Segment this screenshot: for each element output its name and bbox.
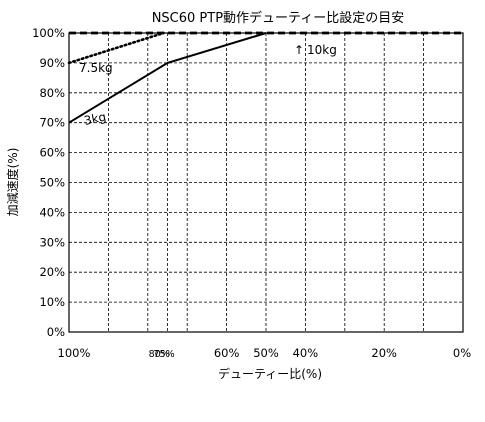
label-7-5kg: 7.5kg <box>79 61 113 75</box>
x-tick-label: 0% <box>453 346 471 360</box>
x-tick-label: 100% <box>58 346 91 360</box>
label-10kg: 10kg <box>307 43 337 57</box>
series-lines <box>67 31 463 124</box>
x-axis-label: デューティー比(%) <box>218 366 322 381</box>
chart-title: NSC60 PTP動作デューティー比設定の目安 <box>152 10 405 26</box>
y-tick-labels: 0% 10% 20% 30% 40% 50% 60% 70% 80% 90% 100% <box>32 26 65 339</box>
x-tick-label: 50% <box>253 346 279 360</box>
y-tick-label: 90% <box>39 56 65 70</box>
y-tick-label: 100% <box>32 26 65 40</box>
y-axis-label: 加減速度(%) <box>5 148 20 217</box>
series-line-3kg <box>68 32 267 124</box>
y-tick-label: 70% <box>39 116 65 130</box>
x-tick-labels: 100% 80%75% 60% 50% 40% 20% 0% <box>58 346 472 360</box>
x-tick-label: 75% <box>154 349 175 360</box>
y-tick-label: 0% <box>47 325 65 339</box>
y-tick-label: 50% <box>39 176 65 190</box>
y-tick-label: 40% <box>39 205 65 219</box>
x-tick-label: 60% <box>214 346 240 360</box>
x-tick-label: 20% <box>371 346 397 360</box>
y-tick-label: 20% <box>39 265 65 279</box>
series-line-7-5kg <box>67 31 165 65</box>
arrow-10kg-icon: ↑ <box>294 43 304 57</box>
label-3kg: 3kg <box>83 110 108 128</box>
y-tick-label: 10% <box>39 295 65 309</box>
grid-lines <box>69 33 463 332</box>
plot-area-border <box>68 32 464 333</box>
y-tick-label: 80% <box>39 86 65 100</box>
x-tick-label: 80% <box>149 349 170 360</box>
x-tick-label: 40% <box>293 346 319 360</box>
y-tick-label: 30% <box>39 235 65 249</box>
y-tick-label: 60% <box>39 146 65 160</box>
